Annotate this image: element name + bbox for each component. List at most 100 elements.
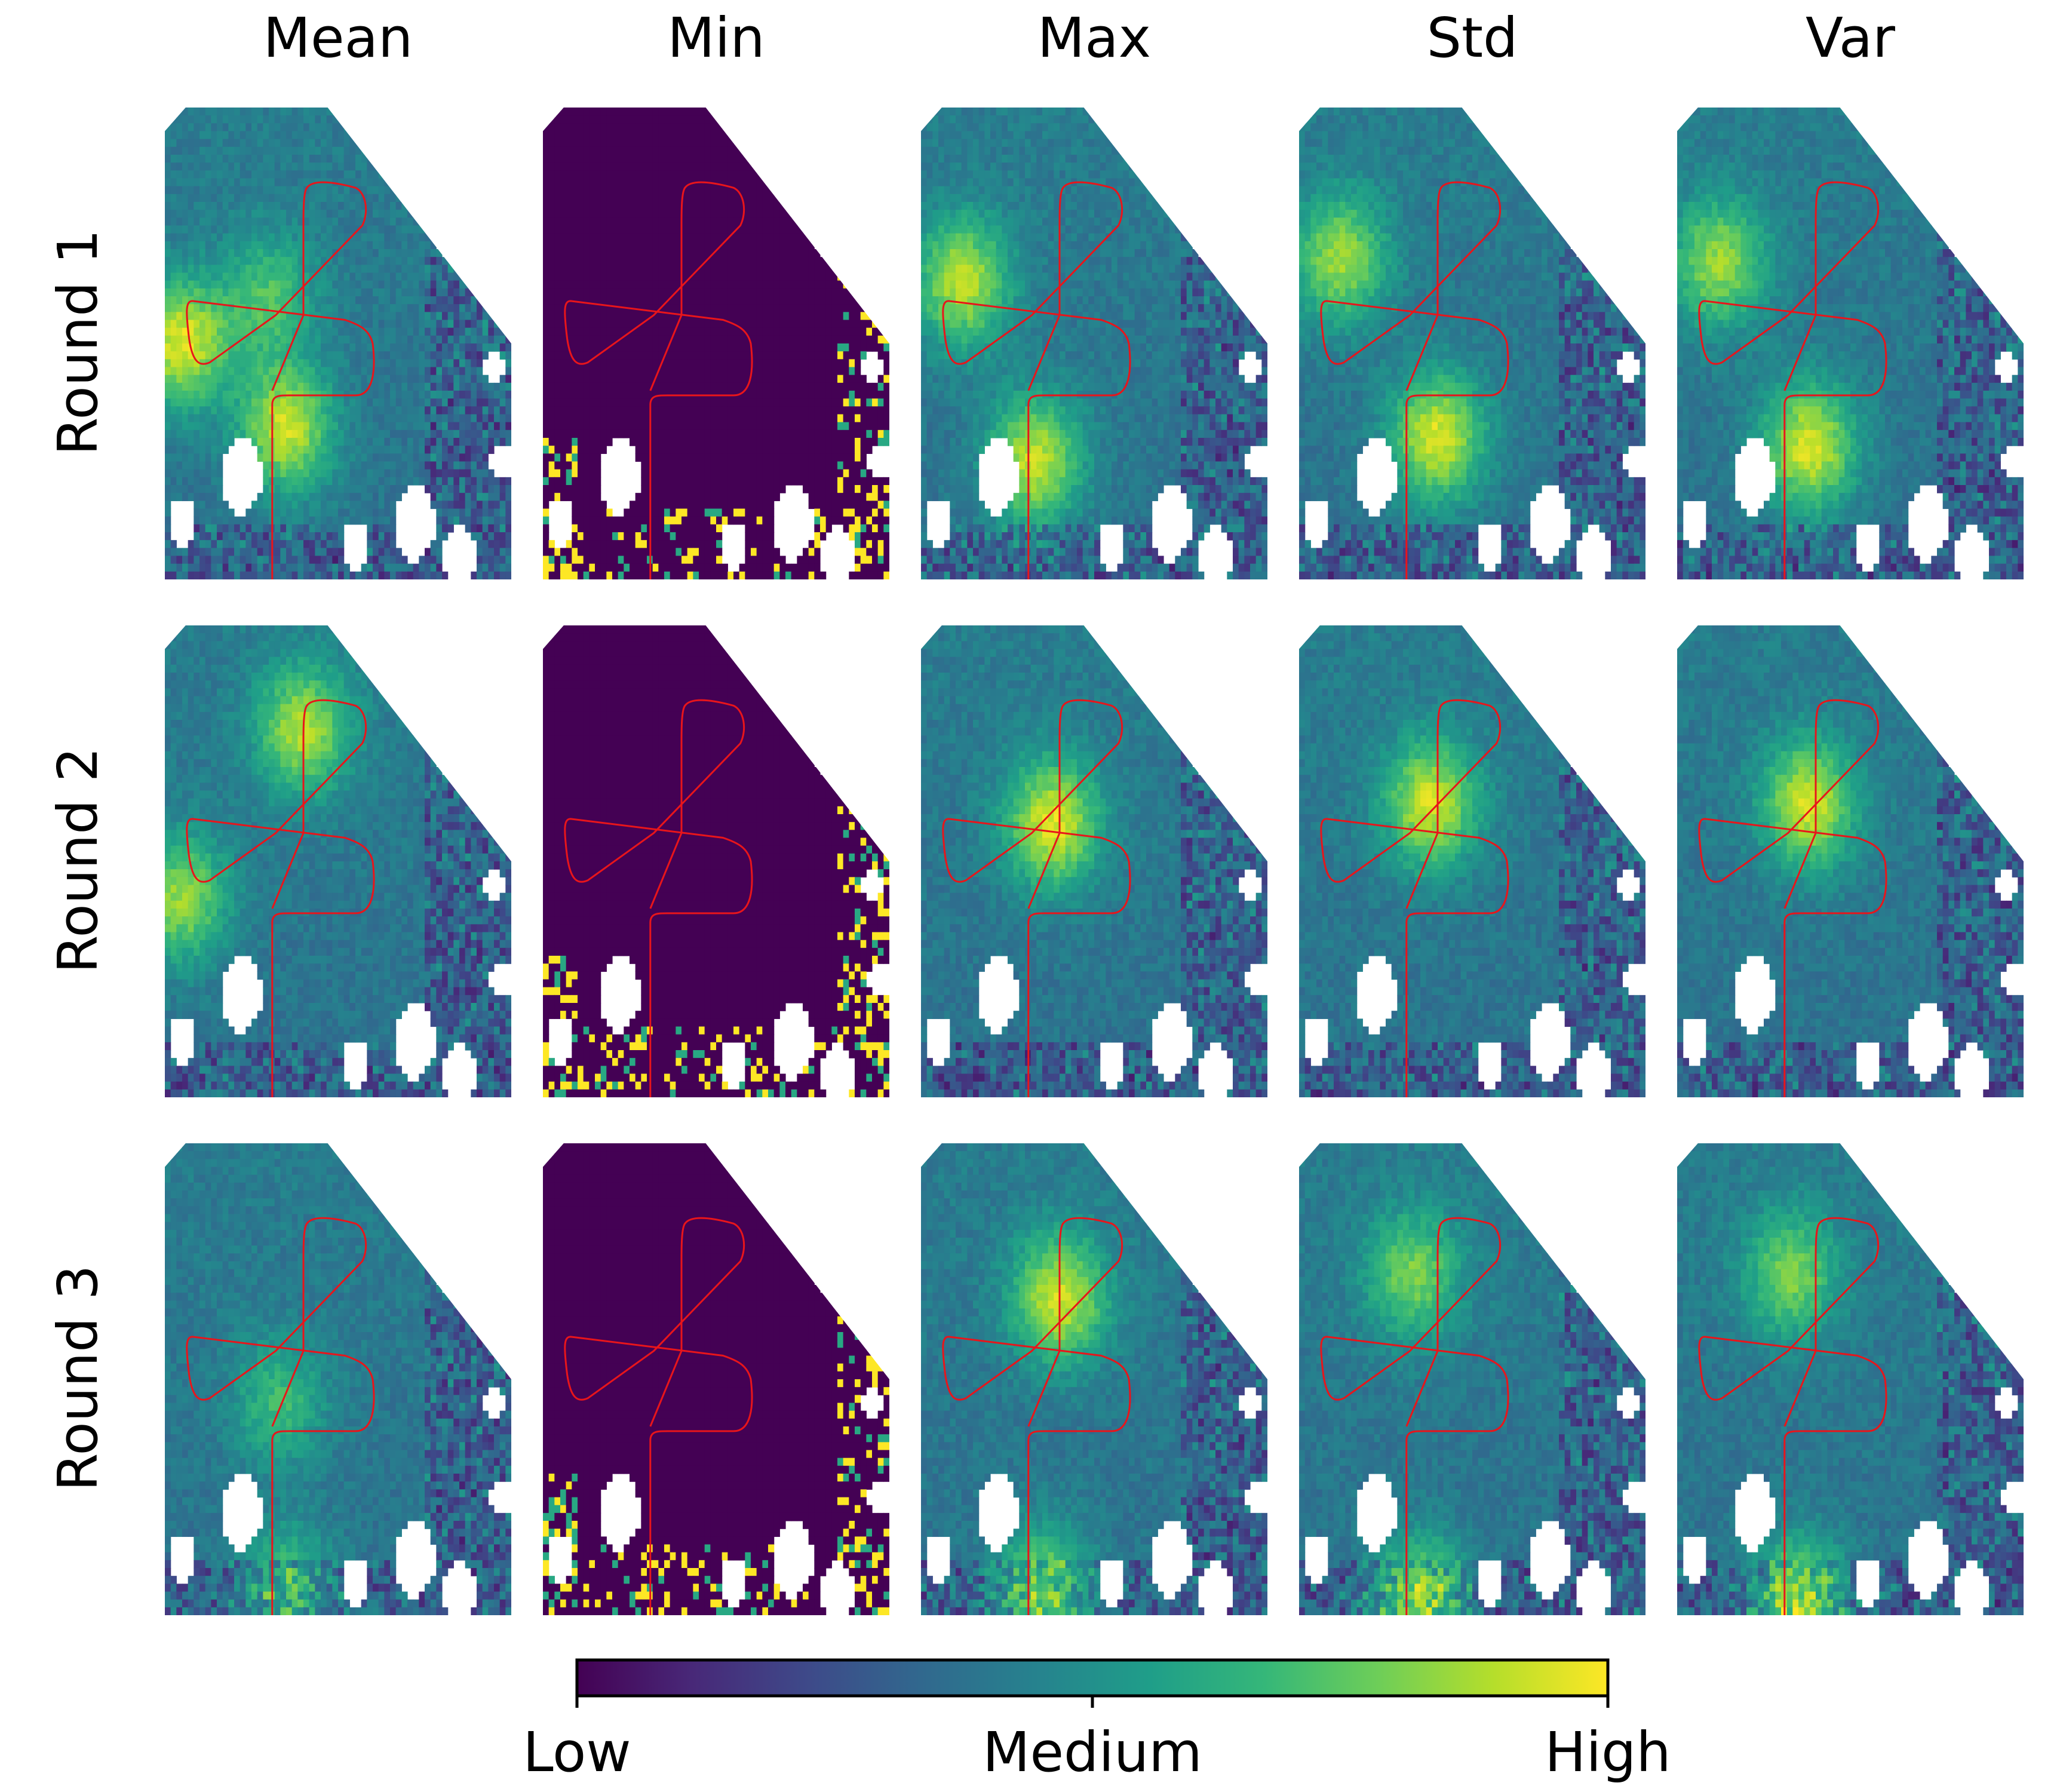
heatmap-cell: [373, 186, 379, 195]
heatmap-cell: [194, 485, 200, 493]
heatmap-cell: [751, 312, 757, 321]
heatmap-cell: [578, 178, 584, 187]
heatmap-cell: [548, 343, 555, 352]
heatmap-cell: [785, 280, 792, 289]
heatmap-cell: [779, 343, 786, 352]
heatmap-cell: [355, 351, 362, 360]
heatmap-cell: [670, 265, 676, 274]
heatmap-cell: [217, 312, 223, 321]
heatmap-cell: [222, 446, 229, 454]
heatmap-cell: [263, 320, 269, 329]
heatmap-cell: [425, 391, 431, 399]
heatmap-cell: [499, 155, 506, 163]
heatmap-cell: [589, 265, 595, 274]
heatmap-cell: [355, 493, 362, 501]
heatmap-cell: [222, 516, 229, 525]
heatmap-cell: [739, 202, 745, 210]
heatmap-cell: [762, 170, 769, 179]
heatmap-cell: [378, 288, 385, 297]
heatmap-cell: [378, 438, 385, 446]
heatmap-cell: [477, 548, 483, 557]
heatmap-cell: [257, 170, 263, 179]
heatmap-cell: [338, 556, 345, 564]
heatmap-cell: [430, 320, 437, 329]
heatmap-cell: [488, 335, 495, 344]
heatmap-cell: [797, 225, 803, 234]
heatmap-cell: [211, 115, 217, 124]
heatmap-cell: [837, 327, 844, 336]
heatmap-cell: [401, 429, 408, 438]
heatmap-cell: [751, 265, 757, 274]
heatmap-cell: [234, 155, 241, 163]
heatmap-cell: [681, 351, 688, 360]
heatmap-cell: [205, 123, 211, 132]
heatmap-cell: [630, 178, 636, 187]
heatmap-cell: [188, 398, 194, 407]
heatmap-cell: [280, 123, 287, 132]
heatmap-cell: [326, 155, 333, 163]
heatmap-cell: [343, 382, 350, 391]
heatmap-cell: [600, 202, 607, 210]
heatmap-cell: [762, 225, 769, 234]
heatmap-cell: [176, 115, 183, 124]
heatmap-cell: [600, 304, 607, 312]
heatmap-cell: [269, 194, 275, 202]
heatmap-cell: [378, 225, 385, 234]
heatmap-cell: [228, 320, 235, 329]
heatmap-cell: [407, 178, 414, 187]
heatmap-cell: [280, 146, 287, 155]
heatmap-cell: [808, 335, 815, 344]
heatmap-cell: [240, 375, 246, 383]
heatmap-cell: [182, 210, 189, 218]
heatmap-cell: [170, 139, 177, 148]
heatmap-cell: [447, 508, 454, 517]
heatmap-cell: [217, 477, 223, 486]
heatmap-cell: [488, 162, 495, 171]
heatmap-cell: [176, 131, 183, 140]
heatmap-cell: [687, 217, 693, 226]
heatmap-cell: [413, 382, 419, 391]
heatmap-cell: [165, 571, 171, 579]
heatmap-cell: [182, 438, 189, 446]
heatmap-cell: [465, 485, 471, 493]
heatmap-cell: [606, 312, 613, 321]
heatmap-cell: [739, 304, 745, 312]
heatmap-cell: [687, 327, 693, 336]
heatmap-cell: [465, 501, 471, 510]
heatmap-cell: [170, 131, 177, 140]
heatmap-cell: [855, 186, 861, 195]
heatmap-cell: [303, 304, 310, 312]
heatmap-cell: [618, 139, 624, 148]
heatmap-cell: [849, 312, 855, 321]
heatmap-cell: [872, 178, 879, 187]
heatmap-cell: [471, 429, 477, 438]
heatmap-cell: [756, 186, 763, 195]
heatmap-cell: [704, 265, 711, 274]
heatmap-cell: [309, 343, 315, 352]
heatmap-cell: [447, 123, 454, 132]
heatmap-cell: [165, 225, 171, 234]
heatmap-cell: [477, 327, 483, 336]
heatmap-cell: [578, 312, 584, 321]
heatmap-cell: [583, 241, 590, 250]
heatmap-cell: [477, 131, 483, 140]
heatmap-cell: [612, 123, 619, 132]
heatmap-cell: [447, 382, 454, 391]
heatmap-cell: [791, 288, 797, 297]
heatmap-cell: [436, 461, 443, 470]
heatmap-cell: [499, 532, 506, 541]
heatmap-cell: [595, 327, 601, 336]
heatmap-cell: [176, 320, 183, 329]
heatmap-cell: [274, 429, 281, 438]
heatmap-cell: [297, 453, 304, 462]
heatmap-cell: [188, 257, 194, 265]
heatmap-cell: [401, 327, 408, 336]
heatmap-cell: [338, 202, 345, 210]
heatmap-cell: [286, 327, 293, 336]
heatmap-cell: [785, 257, 792, 265]
heatmap-cell: [390, 351, 397, 360]
heatmap-cell: [269, 343, 275, 352]
heatmap-cell: [182, 249, 189, 257]
heatmap-cell: [367, 359, 373, 368]
heatmap-cell: [494, 194, 501, 202]
